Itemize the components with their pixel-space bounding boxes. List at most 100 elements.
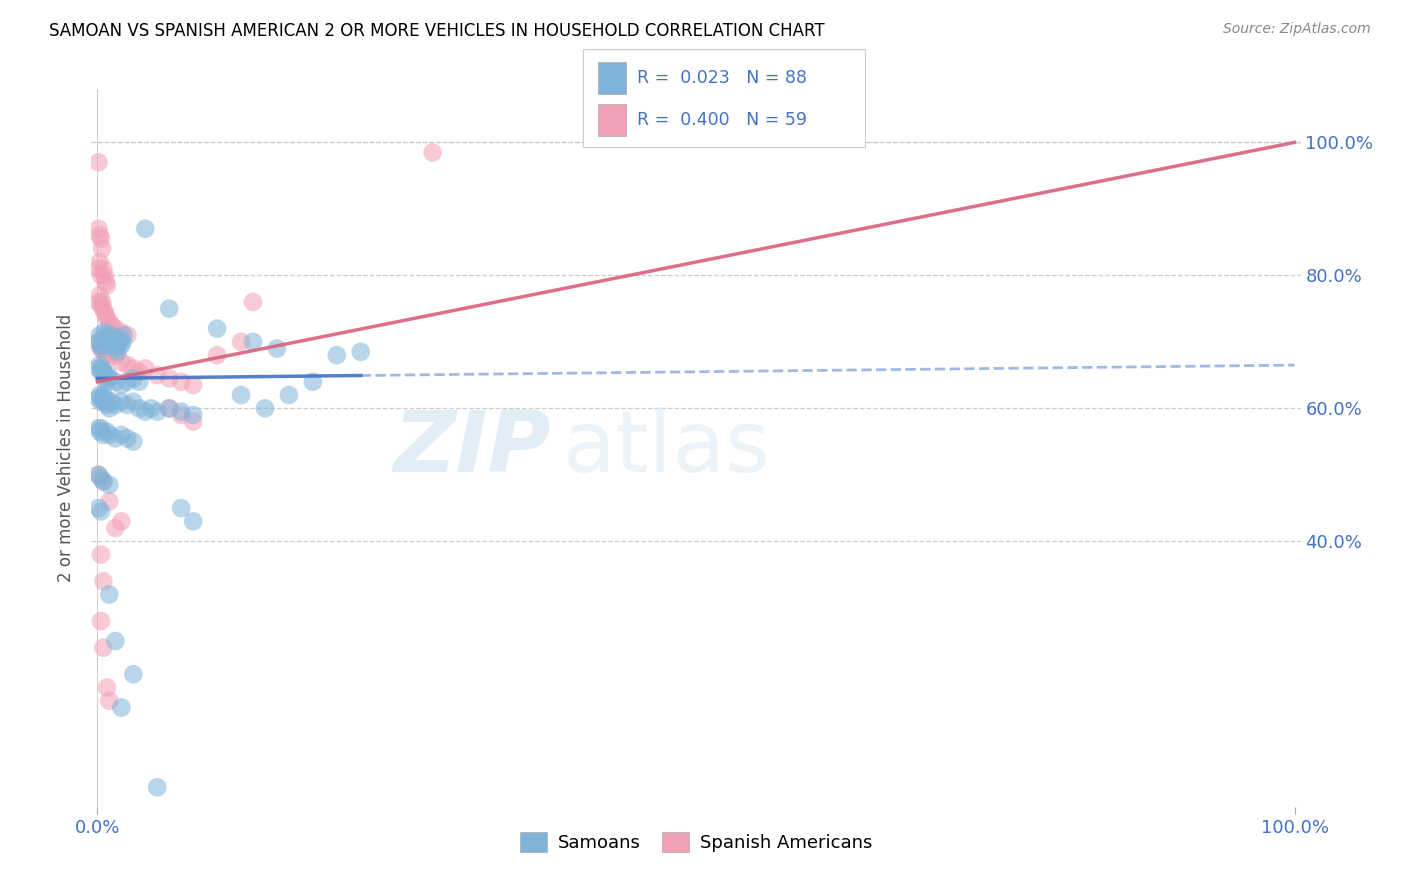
- Point: [101, 332, 124, 346]
- Point: [110, 514, 132, 528]
- Point: [89, 288, 111, 302]
- Point: [93, 305, 115, 319]
- Point: [104, 431, 127, 445]
- Point: [93, 368, 115, 383]
- Point: [90, 232, 112, 246]
- Point: [87, 295, 110, 310]
- Point: [94, 308, 117, 322]
- Point: [105, 342, 128, 356]
- Point: [94, 371, 117, 385]
- Point: [266, 342, 288, 356]
- Point: [97, 332, 120, 346]
- Point: [89, 255, 111, 269]
- Point: [110, 394, 132, 409]
- Point: [122, 361, 145, 376]
- Point: [98, 351, 121, 366]
- Point: [170, 375, 193, 389]
- Point: [253, 401, 276, 416]
- Point: [90, 298, 112, 312]
- Point: [146, 405, 169, 419]
- Point: [128, 375, 150, 389]
- Point: [110, 338, 132, 352]
- Point: [100, 394, 122, 409]
- Point: [181, 415, 204, 429]
- Point: [229, 334, 252, 349]
- Point: [94, 275, 117, 289]
- Point: [110, 325, 132, 339]
- Point: [100, 328, 122, 343]
- Point: [170, 501, 193, 516]
- Point: [422, 145, 444, 160]
- Point: [93, 475, 115, 489]
- Point: [110, 355, 132, 369]
- Point: [94, 392, 117, 406]
- Point: [90, 471, 112, 485]
- Point: [170, 405, 193, 419]
- Point: [93, 428, 115, 442]
- Point: [96, 425, 118, 439]
- Point: [93, 388, 115, 402]
- Point: [98, 371, 121, 385]
- Point: [181, 514, 204, 528]
- Point: [108, 334, 131, 349]
- Point: [98, 477, 121, 491]
- Point: [87, 155, 110, 169]
- Point: [104, 398, 127, 412]
- Point: [326, 348, 349, 362]
- Point: [96, 681, 118, 695]
- Point: [87, 334, 110, 349]
- Point: [181, 408, 204, 422]
- Point: [141, 401, 163, 416]
- Point: [93, 268, 115, 283]
- Point: [91, 295, 114, 310]
- Point: [110, 428, 132, 442]
- Point: [157, 401, 180, 416]
- Point: [108, 332, 131, 346]
- Point: [128, 365, 150, 379]
- Point: [90, 342, 112, 356]
- Point: [87, 222, 110, 236]
- Point: [98, 315, 121, 329]
- Point: [350, 344, 373, 359]
- Point: [89, 358, 111, 372]
- Point: [100, 318, 122, 333]
- Point: [96, 398, 118, 412]
- Point: [98, 494, 121, 508]
- Point: [122, 371, 145, 385]
- Y-axis label: 2 or more Vehicles in Household: 2 or more Vehicles in Household: [58, 314, 76, 582]
- Point: [93, 365, 115, 379]
- Point: [96, 278, 118, 293]
- Point: [90, 421, 112, 435]
- Point: [87, 467, 110, 482]
- Point: [157, 371, 180, 385]
- Point: [93, 325, 115, 339]
- Point: [90, 394, 112, 409]
- Point: [91, 242, 114, 256]
- Point: [93, 394, 115, 409]
- Point: [91, 361, 114, 376]
- Point: [93, 344, 115, 359]
- Point: [277, 388, 299, 402]
- Point: [104, 348, 127, 362]
- Point: [93, 574, 115, 589]
- Point: [87, 467, 110, 482]
- Point: [98, 401, 121, 416]
- Point: [107, 344, 129, 359]
- Point: [146, 368, 169, 383]
- Point: [97, 368, 120, 383]
- Point: [112, 328, 135, 343]
- Point: [94, 334, 117, 349]
- Text: R =  0.023   N = 88: R = 0.023 N = 88: [637, 69, 807, 87]
- Text: Source: ZipAtlas.com: Source: ZipAtlas.com: [1223, 22, 1371, 37]
- Point: [96, 348, 118, 362]
- Text: atlas: atlas: [562, 407, 770, 490]
- Point: [96, 328, 118, 343]
- Point: [90, 365, 112, 379]
- Point: [96, 375, 118, 389]
- Point: [90, 504, 112, 518]
- Point: [110, 378, 132, 392]
- Point: [181, 378, 204, 392]
- Point: [128, 401, 150, 416]
- Point: [87, 392, 110, 406]
- Point: [229, 388, 252, 402]
